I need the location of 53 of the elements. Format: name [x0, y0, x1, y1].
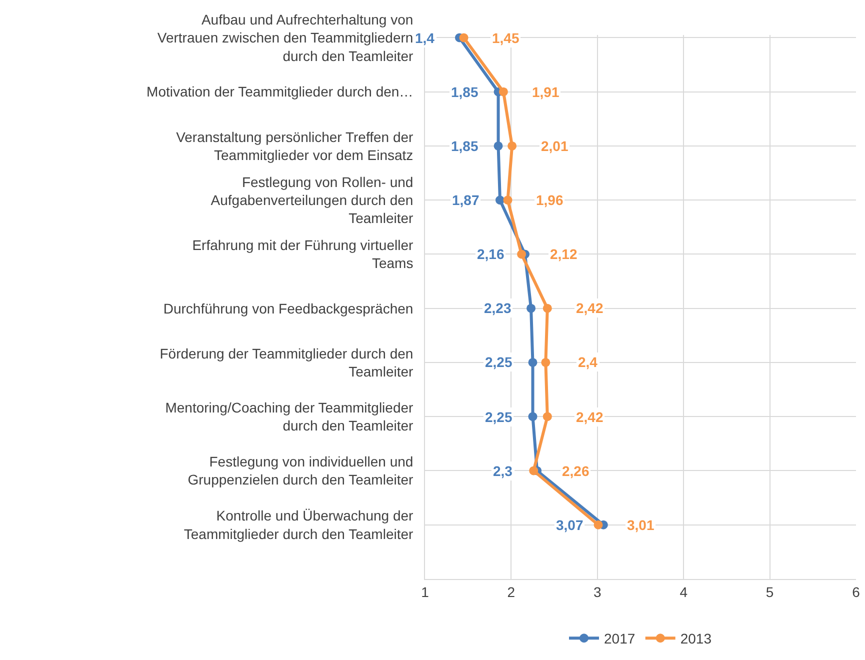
data-label: 1,85: [451, 84, 478, 100]
point: [528, 412, 538, 422]
point: [517, 250, 526, 259]
data-label: 2,01: [541, 138, 568, 154]
data-label: 2,42: [576, 409, 604, 425]
data-label: 1,96: [536, 192, 564, 208]
x-tick-label: 3: [594, 584, 602, 600]
point: [541, 358, 550, 367]
point: [498, 87, 508, 96]
point: [528, 358, 538, 367]
data-label: 1,87: [452, 192, 480, 208]
data-label: 1,45: [492, 30, 520, 46]
point: [495, 196, 504, 205]
data-label: 1,91: [532, 84, 560, 100]
data-label: 1,4: [415, 30, 435, 46]
point: [542, 304, 552, 313]
point: [459, 33, 468, 42]
data-label: 2,3: [493, 463, 513, 479]
y-tick-label: Kontrolle und Überwachung der Teammitglieder durch den Teamleiter: [184, 508, 414, 542]
point: [526, 304, 536, 313]
x-tick-label: 5: [766, 584, 774, 600]
point: [542, 412, 552, 422]
point: [494, 141, 503, 150]
x-tick-label: 4: [680, 584, 688, 600]
data-label: 2,25: [485, 409, 512, 425]
y-tick-label: Aufbau und Aufrechterhaltung von Vertrauen zwischen den Teammitgliedern durch den Teamleiter: [157, 11, 414, 64]
x-tick-label: 6: [852, 584, 860, 600]
y-tick-label: Mentoring/Coaching der Teammitglieder durch den Teamleiter: [165, 399, 414, 434]
y-tick-label: Motivation der Teammitglieder durch den…: [146, 84, 414, 100]
point: [508, 141, 517, 150]
x-tick-label: 2: [507, 584, 516, 600]
y-tick-label: Veranstaltung persönlicher Treffen der Teammitglieder vor dem Einsatz: [176, 128, 414, 163]
point: [529, 466, 538, 476]
y-tick-label: Festlegung von individuellen und Gruppenzielen durch den Teamleiter: [188, 454, 414, 488]
data-label: 2,25: [485, 354, 512, 370]
data-label: 2,4: [578, 354, 598, 370]
data-label: 2,12: [550, 246, 578, 262]
y-tick-label: Erfahrung mit der Führung virtueller Teams: [192, 237, 414, 272]
point: [594, 520, 603, 530]
data-label: 2,42: [576, 300, 604, 316]
y-tick-label: Förderung der Teammitglieder durch den Teamleiter: [160, 345, 414, 380]
data-label: 3,07: [556, 517, 584, 533]
data-label: 2,26: [562, 463, 590, 479]
y-tick-label: Festlegung von Rollen- und Aufgabenverteilungen durch den Teamleiter: [210, 174, 414, 226]
x-tick-label: 1: [421, 584, 430, 600]
legend-label: 2017: [604, 630, 636, 647]
y-tick-label: Durchführung von Feedbackgesprächen: [163, 300, 414, 316]
data-label: 1,85: [451, 138, 478, 154]
legend-label: 2013: [680, 630, 712, 647]
data-label: 3,01: [627, 517, 654, 533]
point: [503, 196, 512, 205]
data-label: 2,23: [484, 300, 512, 316]
data-label: 2,16: [477, 246, 504, 262]
